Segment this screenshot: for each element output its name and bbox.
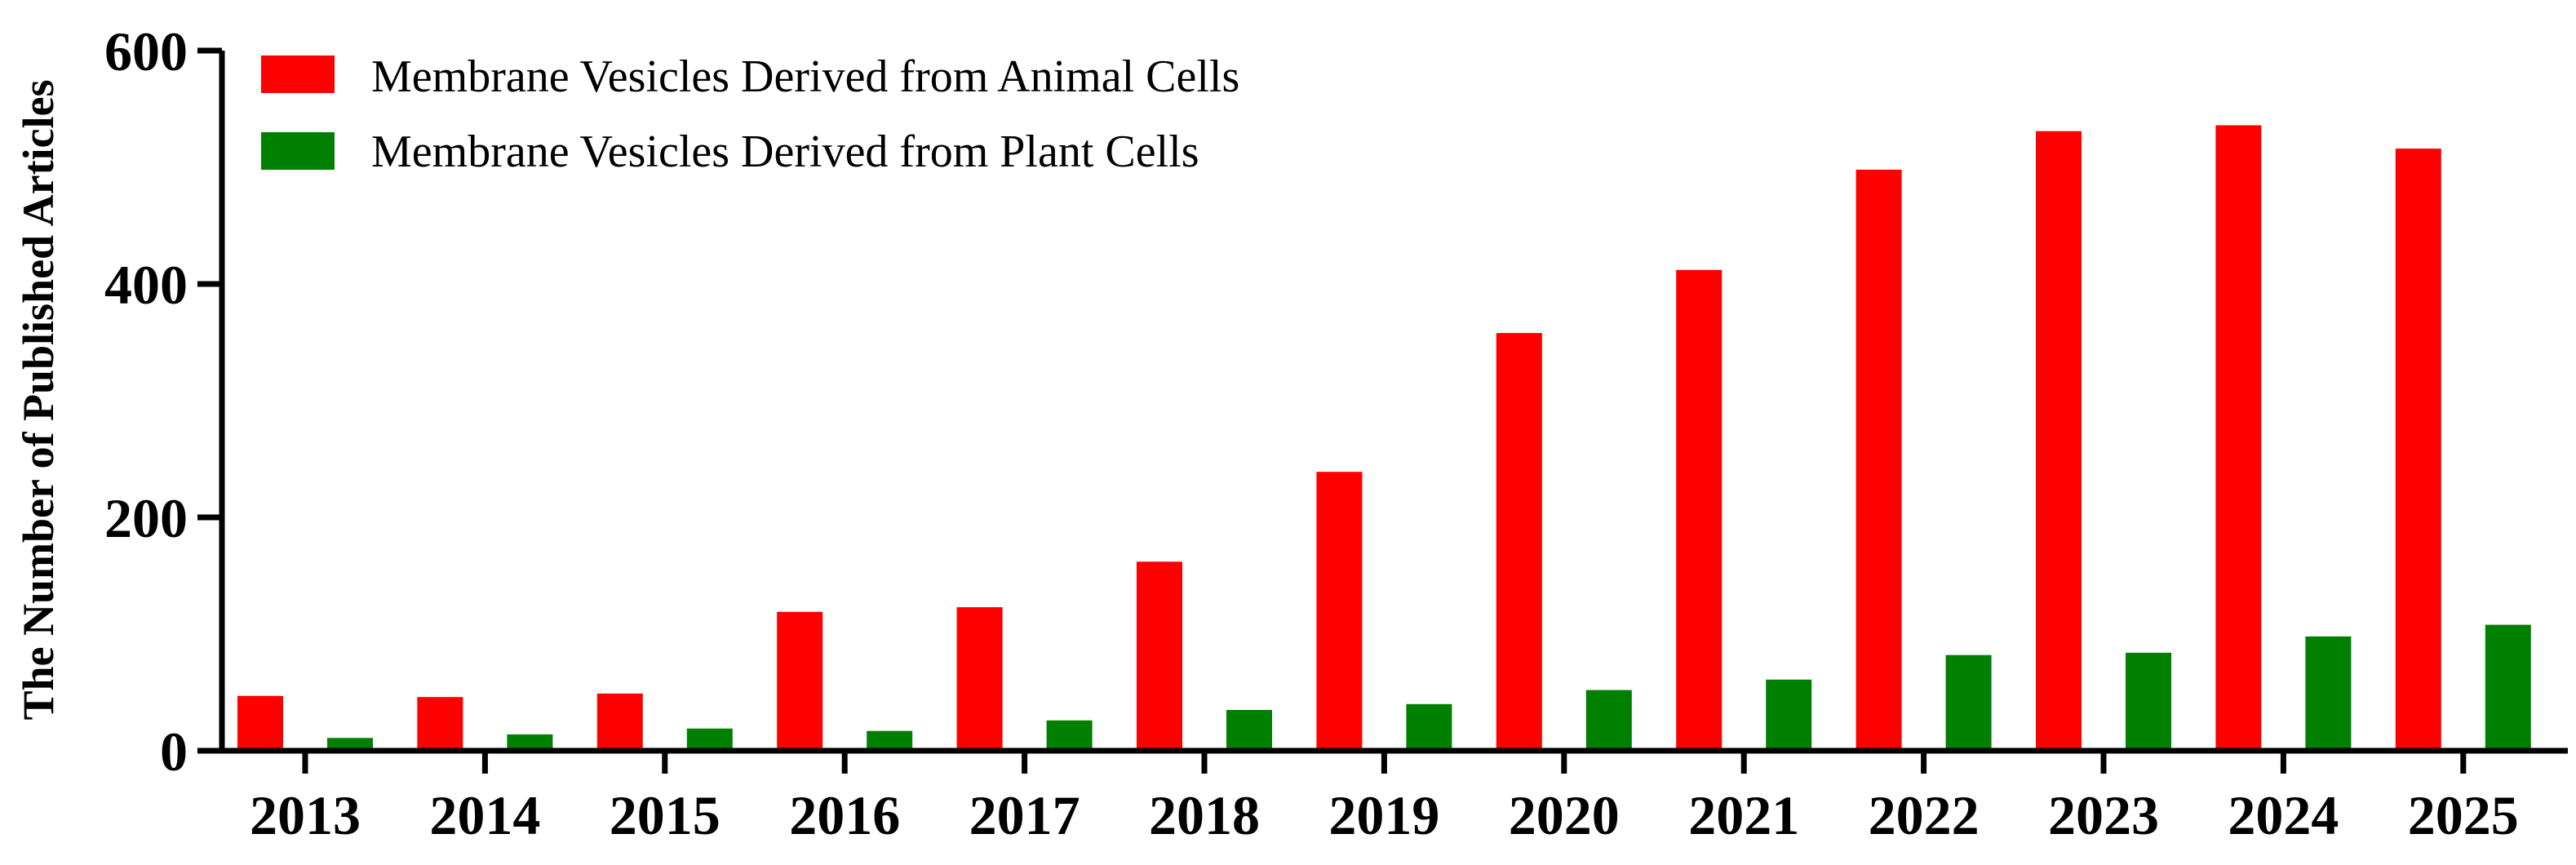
x-tick-label: 2020 [1509,784,1620,846]
bar-plant-2016 [867,730,913,751]
y-ticks-layer: 0 200 400 600 [104,20,222,783]
bar-animal-2013 [237,695,283,751]
legend-swatch-animal [261,55,335,93]
x-tick-label: 2025 [2408,784,2519,846]
legend: Membrane Vesicles Derived from Animal Ce… [261,51,1239,177]
y-tick-label: 400 [104,254,188,316]
x-tick-label: 2016 [789,784,900,846]
bar-plant-2021 [1766,679,1812,751]
bar-animal-2023 [2036,131,2082,751]
bar-plant-2015 [686,728,733,751]
x-ticks-layer: 2013 2014 2015 2016 2017 2018 2019 2020 2021 2022… [250,751,2519,846]
axes-layer [219,51,2568,754]
bar-animal-2021 [1676,269,1723,751]
x-tick-label: 2013 [250,784,361,846]
x-tick-label: 2019 [1328,784,1439,846]
legend-label-animal: Membrane Vesicles Derived from Animal Ce… [371,51,1239,102]
bar-animal-2016 [777,611,823,751]
x-tick-label: 2014 [429,784,540,846]
legend-swatch-plant [261,132,335,170]
legend-label-plant: Membrane Vesicles Derived from Plant Cel… [371,126,1199,177]
bar-animal-2018 [1137,561,1182,751]
bar-plant-2018 [1226,710,1272,751]
bars-layer [237,125,2531,752]
x-tick-label: 2015 [610,784,720,846]
bar-plant-2013 [327,738,373,751]
bar-plant-2020 [1585,690,1632,751]
x-tick-label: 2017 [969,784,1080,846]
bar-animal-2019 [1316,472,1363,751]
bar-animal-2025 [2395,149,2441,752]
bar-animal-2017 [956,607,1003,751]
x-tick-label: 2021 [1688,784,1799,846]
bar-plant-2024 [2305,636,2352,751]
x-tick-label: 2022 [1869,784,1980,846]
y-axis-label: The Number of Published Articles [14,79,63,720]
bar-plant-2014 [507,734,553,751]
y-tick-label: 600 [104,20,188,82]
bar-plant-2017 [1046,720,1093,751]
bar-plant-2023 [2126,652,2171,751]
bar-plant-2019 [1406,703,1452,751]
bar-animal-2014 [417,697,463,751]
y-tick-label: 0 [160,721,188,783]
bar-animal-2020 [1496,333,1542,751]
y-tick-label: 200 [104,487,188,549]
bar-plant-2025 [2485,624,2531,751]
bar-plant-2022 [1945,654,1992,751]
x-tick-label: 2024 [2228,784,2339,846]
x-tick-label: 2023 [2048,784,2159,846]
bar-animal-2015 [596,693,643,751]
x-tick-label: 2018 [1149,784,1260,846]
bar-animal-2022 [1856,169,1902,751]
bar-animal-2024 [2215,125,2262,751]
